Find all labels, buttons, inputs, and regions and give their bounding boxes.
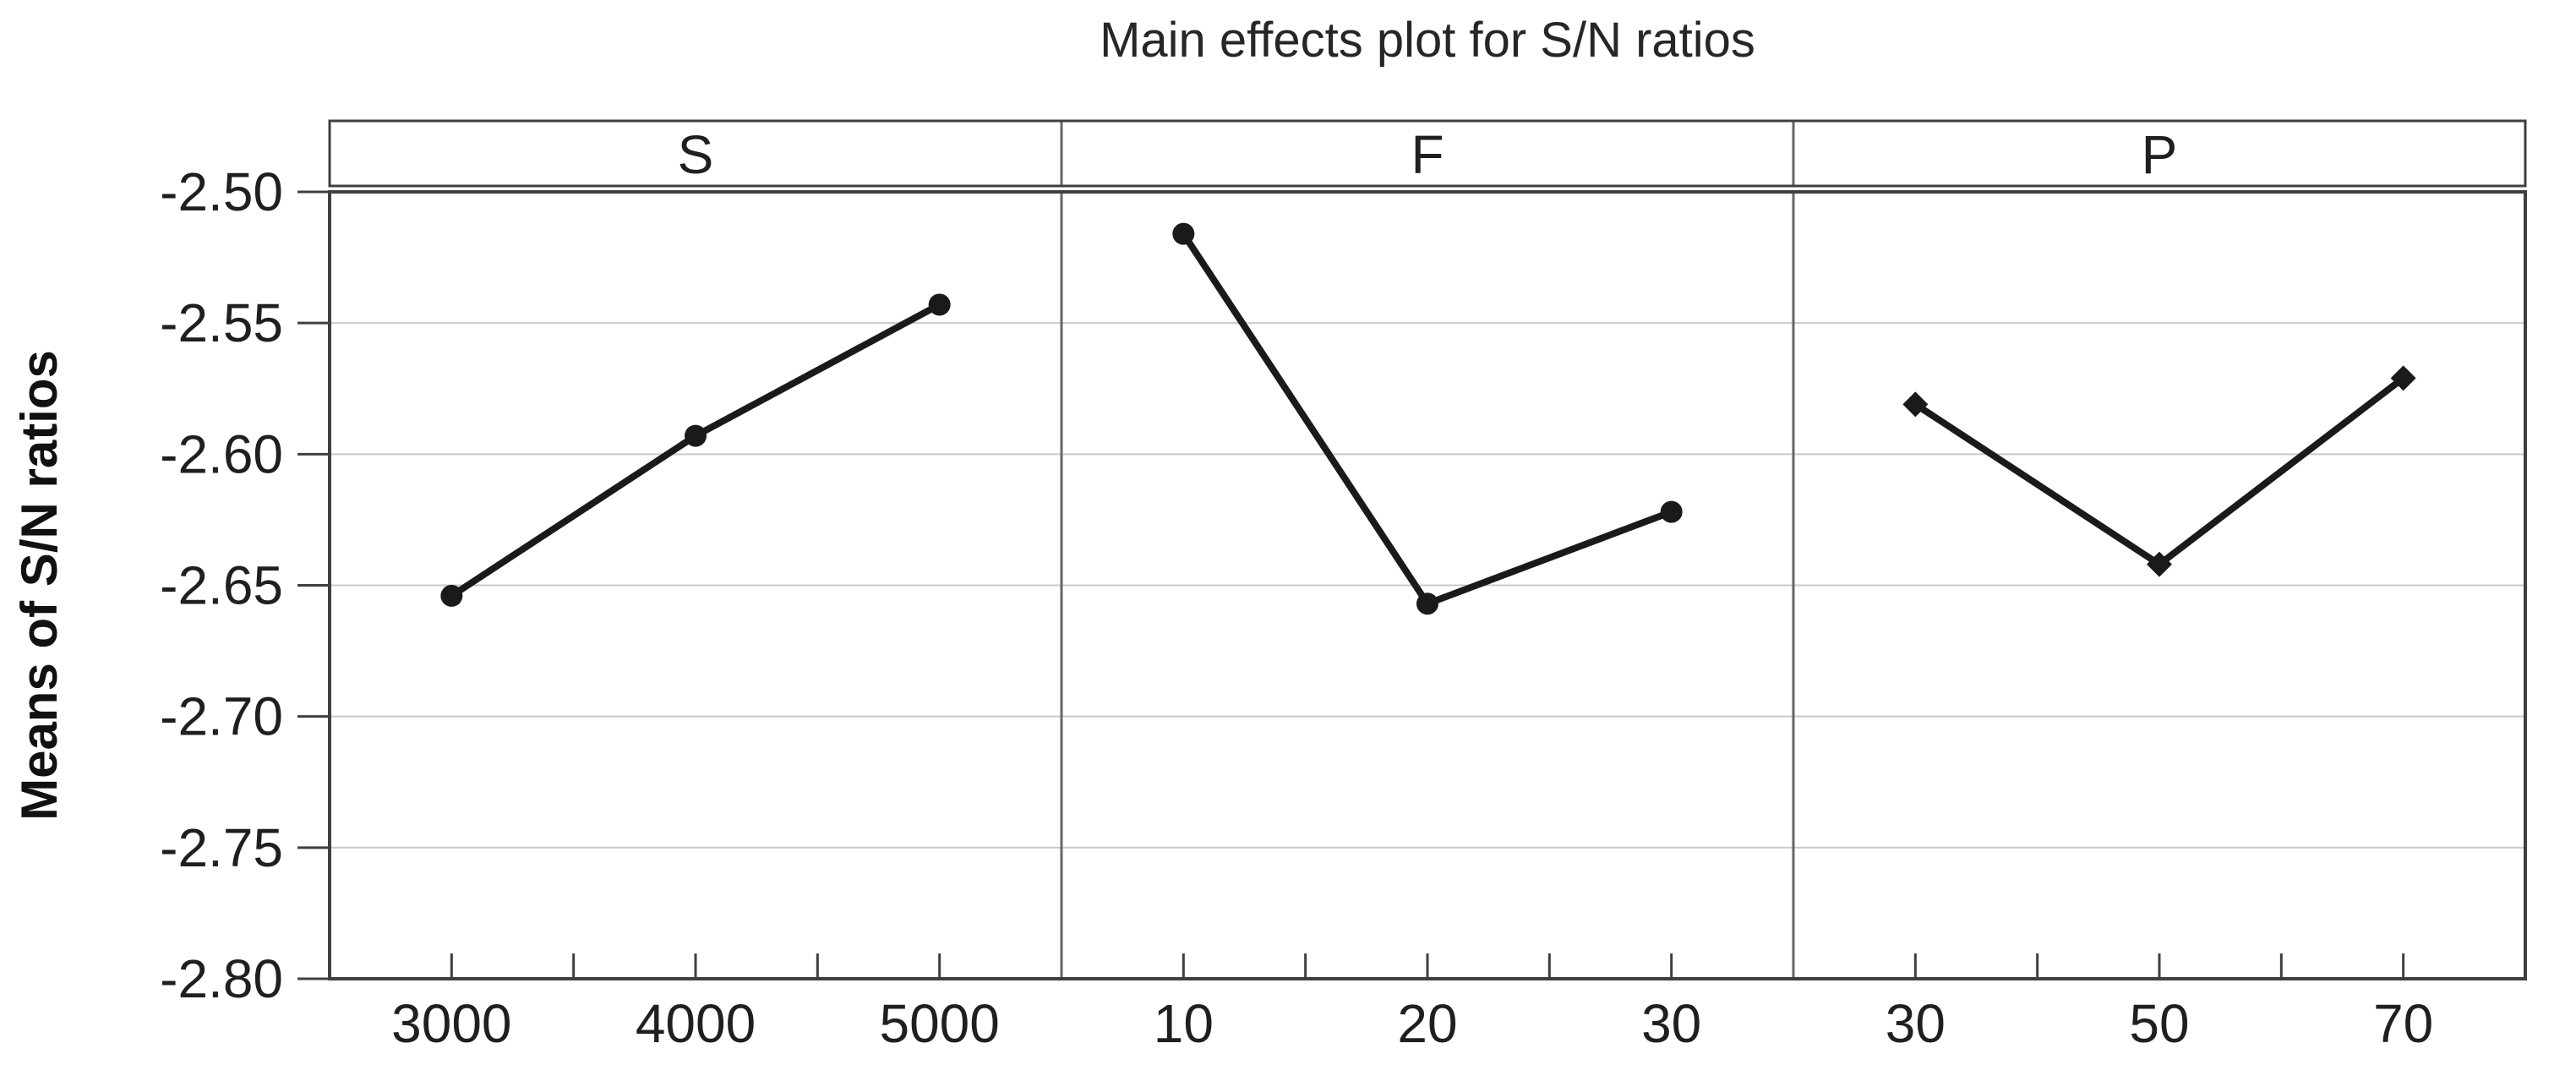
panel-S: S 3000 4000 5000	[391, 124, 1000, 1054]
chart-title: Main effects plot for S/N ratios	[1100, 13, 1755, 68]
data-point	[1172, 222, 1195, 245]
panel-header-strip	[330, 121, 2525, 186]
panel-header-label: F	[1411, 124, 1444, 185]
x-tick-label: 10	[1154, 993, 1214, 1054]
x-tick-label: 5000	[879, 993, 999, 1054]
data-point	[685, 424, 707, 447]
x-tick-label: 20	[1397, 993, 1457, 1054]
data-point	[2147, 551, 2172, 577]
x-tick-label: 70	[2373, 993, 2433, 1054]
data-point	[928, 293, 951, 316]
x-tick-label: 30	[1641, 993, 1701, 1054]
y-tick-label: -2.75	[160, 817, 283, 878]
x-tick-label: 4000	[636, 993, 756, 1054]
y-tick-label: -2.70	[160, 686, 283, 747]
plot-border	[328, 190, 2527, 980]
y-tick-label: -2.65	[160, 555, 283, 616]
data-point	[1416, 593, 1438, 615]
data-point	[2390, 365, 2416, 391]
panel-header-label: S	[678, 124, 714, 185]
panel-F: F 10 20 30	[1060, 121, 1701, 1054]
x-tick-label: 3000	[391, 993, 511, 1054]
panel-header-label: P	[2142, 124, 2178, 185]
y-tick-label: -2.80	[160, 948, 283, 1009]
y-tick-label: -2.50	[160, 161, 283, 222]
data-point	[1902, 391, 1929, 418]
x-tick-label: 30	[1886, 993, 1946, 1054]
data-point	[1660, 500, 1683, 523]
x-tick-label: 50	[2129, 993, 2189, 1054]
data-point	[440, 584, 463, 607]
y-tick-label: -2.60	[160, 423, 283, 484]
panel-P: P 30 50 70	[1792, 121, 2433, 1054]
panel-header-border	[328, 119, 2527, 188]
y-tick-label: -2.55	[160, 292, 283, 353]
